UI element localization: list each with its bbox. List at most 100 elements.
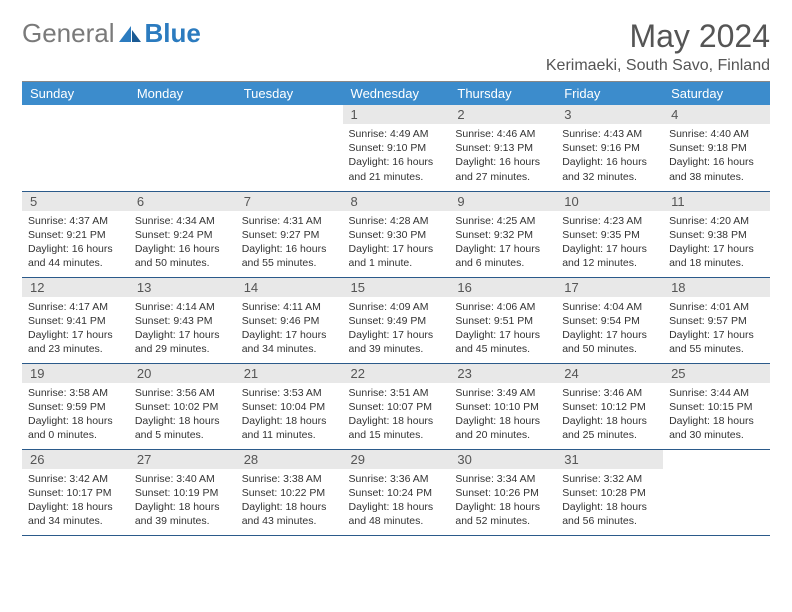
day-info: Sunrise: 4:01 AMSunset: 9:57 PMDaylight:… [663,297,770,360]
calendar-day: 14Sunrise: 4:11 AMSunset: 9:46 PMDayligh… [236,277,343,363]
day-number: 11 [663,192,770,211]
calendar-empty [129,105,236,191]
day-info: Sunrise: 4:06 AMSunset: 9:51 PMDaylight:… [449,297,556,360]
weekday-wednesday: Wednesday [343,82,450,105]
logo-sail-icon [117,24,143,44]
calendar-day: 2Sunrise: 4:46 AMSunset: 9:13 PMDaylight… [449,105,556,191]
day-info: Sunrise: 4:14 AMSunset: 9:43 PMDaylight:… [129,297,236,360]
calendar-day: 22Sunrise: 3:51 AMSunset: 10:07 PMDaylig… [343,363,450,449]
calendar-day: 8Sunrise: 4:28 AMSunset: 9:30 PMDaylight… [343,191,450,277]
day-number: 12 [22,278,129,297]
day-info: Sunrise: 3:56 AMSunset: 10:02 PMDaylight… [129,383,236,446]
day-number: 26 [22,450,129,469]
calendar-day: 19Sunrise: 3:58 AMSunset: 9:59 PMDayligh… [22,363,129,449]
calendar-day: 7Sunrise: 4:31 AMSunset: 9:27 PMDaylight… [236,191,343,277]
weekday-friday: Friday [556,82,663,105]
day-number: 19 [22,364,129,383]
calendar-day: 21Sunrise: 3:53 AMSunset: 10:04 PMDaylig… [236,363,343,449]
weekday-monday: Monday [129,82,236,105]
day-info: Sunrise: 4:28 AMSunset: 9:30 PMDaylight:… [343,211,450,274]
day-number: 5 [22,192,129,211]
day-info: Sunrise: 3:46 AMSunset: 10:12 PMDaylight… [556,383,663,446]
calendar-head: SundayMondayTuesdayWednesdayThursdayFrid… [22,82,770,105]
day-number: 15 [343,278,450,297]
day-info: Sunrise: 3:42 AMSunset: 10:17 PMDaylight… [22,469,129,532]
day-number: 13 [129,278,236,297]
weekday-sunday: Sunday [22,82,129,105]
weekday-row: SundayMondayTuesdayWednesdayThursdayFrid… [22,82,770,105]
calendar-day: 31Sunrise: 3:32 AMSunset: 10:28 PMDaylig… [556,449,663,535]
calendar-body: 1Sunrise: 4:49 AMSunset: 9:10 PMDaylight… [22,105,770,535]
logo: General Blue [22,18,201,49]
calendar-table: SundayMondayTuesdayWednesdayThursdayFrid… [22,82,770,536]
day-number: 3 [556,105,663,124]
day-number: 22 [343,364,450,383]
day-number: 29 [343,450,450,469]
day-info: Sunrise: 4:34 AMSunset: 9:24 PMDaylight:… [129,211,236,274]
header: General Blue May 2024 Kerimaeki, South S… [22,18,770,75]
day-number: 4 [663,105,770,124]
day-info: Sunrise: 3:34 AMSunset: 10:26 PMDaylight… [449,469,556,532]
calendar-day: 12Sunrise: 4:17 AMSunset: 9:41 PMDayligh… [22,277,129,363]
day-number: 8 [343,192,450,211]
day-number: 24 [556,364,663,383]
day-number: 6 [129,192,236,211]
day-info: Sunrise: 4:31 AMSunset: 9:27 PMDaylight:… [236,211,343,274]
day-info: Sunrise: 3:49 AMSunset: 10:10 PMDaylight… [449,383,556,446]
weekday-thursday: Thursday [449,82,556,105]
day-number: 27 [129,450,236,469]
calendar-day: 26Sunrise: 3:42 AMSunset: 10:17 PMDaylig… [22,449,129,535]
day-info: Sunrise: 4:04 AMSunset: 9:54 PMDaylight:… [556,297,663,360]
location-text: Kerimaeki, South Savo, Finland [546,57,770,75]
calendar-week: 26Sunrise: 3:42 AMSunset: 10:17 PMDaylig… [22,449,770,535]
day-number: 30 [449,450,556,469]
calendar-day: 3Sunrise: 4:43 AMSunset: 9:16 PMDaylight… [556,105,663,191]
calendar-day: 20Sunrise: 3:56 AMSunset: 10:02 PMDaylig… [129,363,236,449]
calendar-day: 27Sunrise: 3:40 AMSunset: 10:19 PMDaylig… [129,449,236,535]
day-info: Sunrise: 3:58 AMSunset: 9:59 PMDaylight:… [22,383,129,446]
day-info: Sunrise: 3:40 AMSunset: 10:19 PMDaylight… [129,469,236,532]
day-info: Sunrise: 3:38 AMSunset: 10:22 PMDaylight… [236,469,343,532]
day-info: Sunrise: 4:40 AMSunset: 9:18 PMDaylight:… [663,124,770,187]
calendar-day: 5Sunrise: 4:37 AMSunset: 9:21 PMDaylight… [22,191,129,277]
day-info: Sunrise: 4:20 AMSunset: 9:38 PMDaylight:… [663,211,770,274]
logo-text-blue: Blue [145,18,201,49]
day-number: 1 [343,105,450,124]
calendar-day: 6Sunrise: 4:34 AMSunset: 9:24 PMDaylight… [129,191,236,277]
day-number: 21 [236,364,343,383]
day-info: Sunrise: 4:09 AMSunset: 9:49 PMDaylight:… [343,297,450,360]
day-info: Sunrise: 3:36 AMSunset: 10:24 PMDaylight… [343,469,450,532]
calendar-day: 30Sunrise: 3:34 AMSunset: 10:26 PMDaylig… [449,449,556,535]
calendar-week: 5Sunrise: 4:37 AMSunset: 9:21 PMDaylight… [22,191,770,277]
calendar-week: 1Sunrise: 4:49 AMSunset: 9:10 PMDaylight… [22,105,770,191]
calendar-day: 23Sunrise: 3:49 AMSunset: 10:10 PMDaylig… [449,363,556,449]
day-number: 2 [449,105,556,124]
calendar-empty [663,449,770,535]
day-number: 20 [129,364,236,383]
day-number: 10 [556,192,663,211]
calendar-day: 28Sunrise: 3:38 AMSunset: 10:22 PMDaylig… [236,449,343,535]
day-info: Sunrise: 4:11 AMSunset: 9:46 PMDaylight:… [236,297,343,360]
day-info: Sunrise: 4:37 AMSunset: 9:21 PMDaylight:… [22,211,129,274]
day-number: 31 [556,450,663,469]
day-info: Sunrise: 4:43 AMSunset: 9:16 PMDaylight:… [556,124,663,187]
day-number: 7 [236,192,343,211]
calendar-day: 24Sunrise: 3:46 AMSunset: 10:12 PMDaylig… [556,363,663,449]
calendar-day: 15Sunrise: 4:09 AMSunset: 9:49 PMDayligh… [343,277,450,363]
calendar-day: 11Sunrise: 4:20 AMSunset: 9:38 PMDayligh… [663,191,770,277]
day-info: Sunrise: 3:53 AMSunset: 10:04 PMDaylight… [236,383,343,446]
calendar-day: 25Sunrise: 3:44 AMSunset: 10:15 PMDaylig… [663,363,770,449]
calendar-day: 4Sunrise: 4:40 AMSunset: 9:18 PMDaylight… [663,105,770,191]
calendar-day: 10Sunrise: 4:23 AMSunset: 9:35 PMDayligh… [556,191,663,277]
day-info: Sunrise: 3:51 AMSunset: 10:07 PMDaylight… [343,383,450,446]
day-number: 9 [449,192,556,211]
day-number: 23 [449,364,556,383]
day-number: 16 [449,278,556,297]
day-info: Sunrise: 4:25 AMSunset: 9:32 PMDaylight:… [449,211,556,274]
calendar-empty [236,105,343,191]
calendar-week: 19Sunrise: 3:58 AMSunset: 9:59 PMDayligh… [22,363,770,449]
calendar-day: 16Sunrise: 4:06 AMSunset: 9:51 PMDayligh… [449,277,556,363]
calendar-day: 18Sunrise: 4:01 AMSunset: 9:57 PMDayligh… [663,277,770,363]
day-number: 25 [663,364,770,383]
logo-text-general: General [22,18,115,49]
